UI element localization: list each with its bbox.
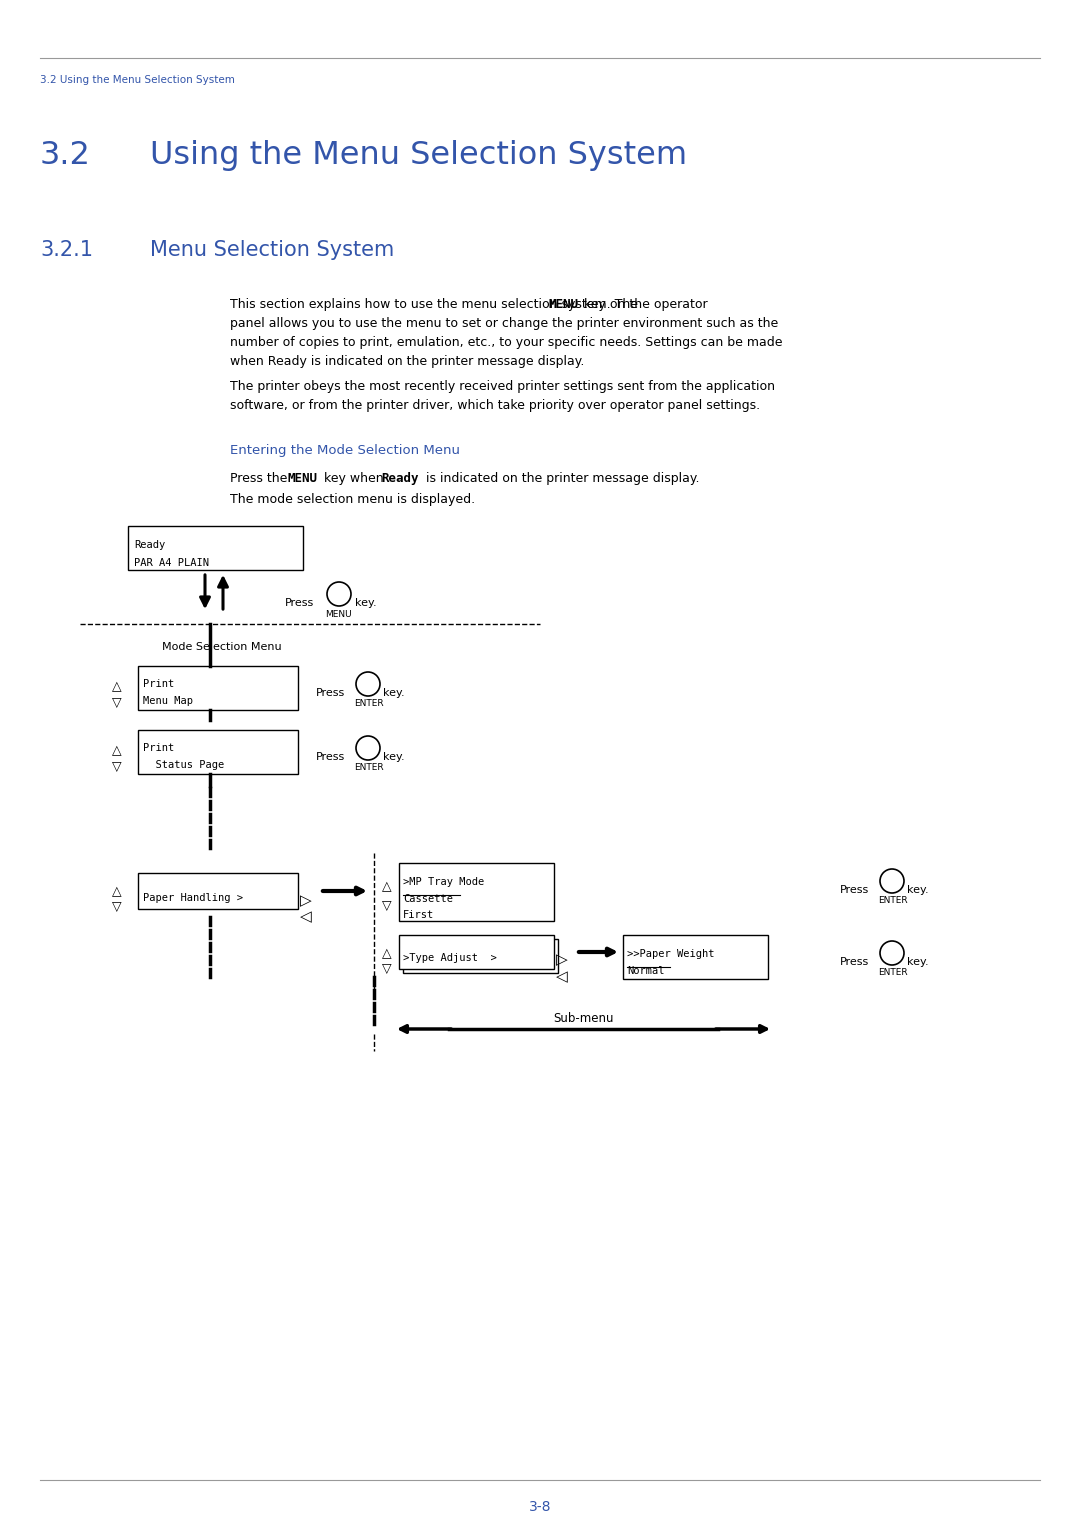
Text: Sub-menu: Sub-menu [553, 1012, 613, 1025]
Text: ◁: ◁ [300, 909, 312, 924]
Text: ▷: ▷ [556, 952, 568, 967]
Text: First: First [403, 911, 434, 920]
Text: 3.2.1: 3.2.1 [40, 240, 93, 260]
Text: Paper Handling >: Paper Handling > [143, 892, 243, 903]
Text: ▽: ▽ [112, 900, 122, 914]
Text: key.: key. [383, 688, 405, 698]
Text: Mode Selection Menu: Mode Selection Menu [162, 642, 282, 652]
Text: is indicated on the printer message display.: is indicated on the printer message disp… [422, 472, 700, 484]
Text: 3.2: 3.2 [40, 141, 91, 171]
Bar [138, 666, 298, 711]
Bar [138, 730, 298, 775]
Text: Normal: Normal [627, 966, 664, 976]
Text: This section explains how to use the menu selection system. The: This section explains how to use the men… [230, 298, 642, 312]
Text: ▽: ▽ [382, 898, 392, 912]
Bar [623, 935, 768, 979]
Text: Status Page: Status Page [143, 759, 225, 770]
Text: Using the Menu Selection System: Using the Menu Selection System [150, 141, 687, 171]
Text: ENTER: ENTER [878, 895, 907, 905]
Text: Press: Press [840, 885, 869, 895]
Text: PAR A4 PLAIN: PAR A4 PLAIN [134, 558, 210, 568]
Text: △: △ [112, 744, 122, 756]
Text: △: △ [382, 880, 392, 892]
Text: Press: Press [285, 597, 314, 608]
Text: Press the: Press the [230, 472, 292, 484]
Bar [129, 526, 303, 570]
Text: MENU: MENU [549, 298, 579, 312]
Text: ▽: ▽ [382, 963, 392, 975]
Text: △: △ [112, 680, 122, 694]
Text: Press: Press [840, 957, 869, 967]
Text: Cassette: Cassette [403, 894, 453, 905]
Text: MENU: MENU [287, 472, 318, 484]
Text: 3.2 Using the Menu Selection System: 3.2 Using the Menu Selection System [40, 75, 234, 86]
Text: Print: Print [143, 678, 174, 689]
Text: key when: key when [320, 472, 388, 484]
Text: Ready: Ready [134, 539, 165, 550]
Text: key.: key. [383, 752, 405, 762]
Text: >>Paper Weight: >>Paper Weight [627, 949, 715, 960]
Text: ◁: ◁ [556, 969, 568, 984]
Text: △: △ [112, 885, 122, 898]
Text: ▽: ▽ [112, 695, 122, 709]
Text: key on the operator: key on the operator [580, 298, 707, 312]
Text: Press: Press [316, 752, 346, 762]
Text: ENTER: ENTER [354, 762, 383, 772]
Text: The printer obeys the most recently received printer settings sent from the appl: The printer obeys the most recently rece… [230, 380, 775, 393]
Text: number of copies to print, emulation, etc., to your specific needs. Settings can: number of copies to print, emulation, et… [230, 336, 783, 348]
Text: key.: key. [907, 885, 929, 895]
Bar [399, 863, 554, 921]
Text: when Ready is indicated on the printer message display.: when Ready is indicated on the printer m… [230, 354, 584, 368]
Text: key.: key. [355, 597, 377, 608]
Text: Print: Print [143, 743, 174, 753]
Text: ▷: ▷ [300, 892, 312, 908]
Text: △: △ [382, 947, 392, 960]
Text: ▽: ▽ [112, 759, 122, 773]
Text: ENTER: ENTER [354, 698, 383, 707]
Text: panel allows you to use the menu to set or change the printer environment such a: panel allows you to use the menu to set … [230, 316, 779, 330]
Text: ENTER: ENTER [878, 969, 907, 976]
Text: Ready: Ready [381, 472, 419, 484]
Text: Press: Press [316, 688, 346, 698]
Bar [403, 940, 558, 973]
Text: Menu Selection System: Menu Selection System [150, 240, 394, 260]
Text: The mode selection menu is displayed.: The mode selection menu is displayed. [230, 494, 475, 506]
Bar [399, 935, 554, 969]
Bar [138, 872, 298, 909]
Text: Menu Map: Menu Map [143, 695, 193, 706]
Text: 3-8: 3-8 [529, 1500, 551, 1514]
Text: software, or from the printer driver, which take priority over operator panel se: software, or from the printer driver, wh… [230, 399, 760, 413]
Text: key.: key. [907, 957, 929, 967]
Text: >Type Adjust  >: >Type Adjust > [403, 953, 497, 963]
Text: MENU: MENU [325, 610, 352, 619]
Text: >MP Tray Mode: >MP Tray Mode [403, 877, 484, 886]
Text: Entering the Mode Selection Menu: Entering the Mode Selection Menu [230, 445, 460, 457]
